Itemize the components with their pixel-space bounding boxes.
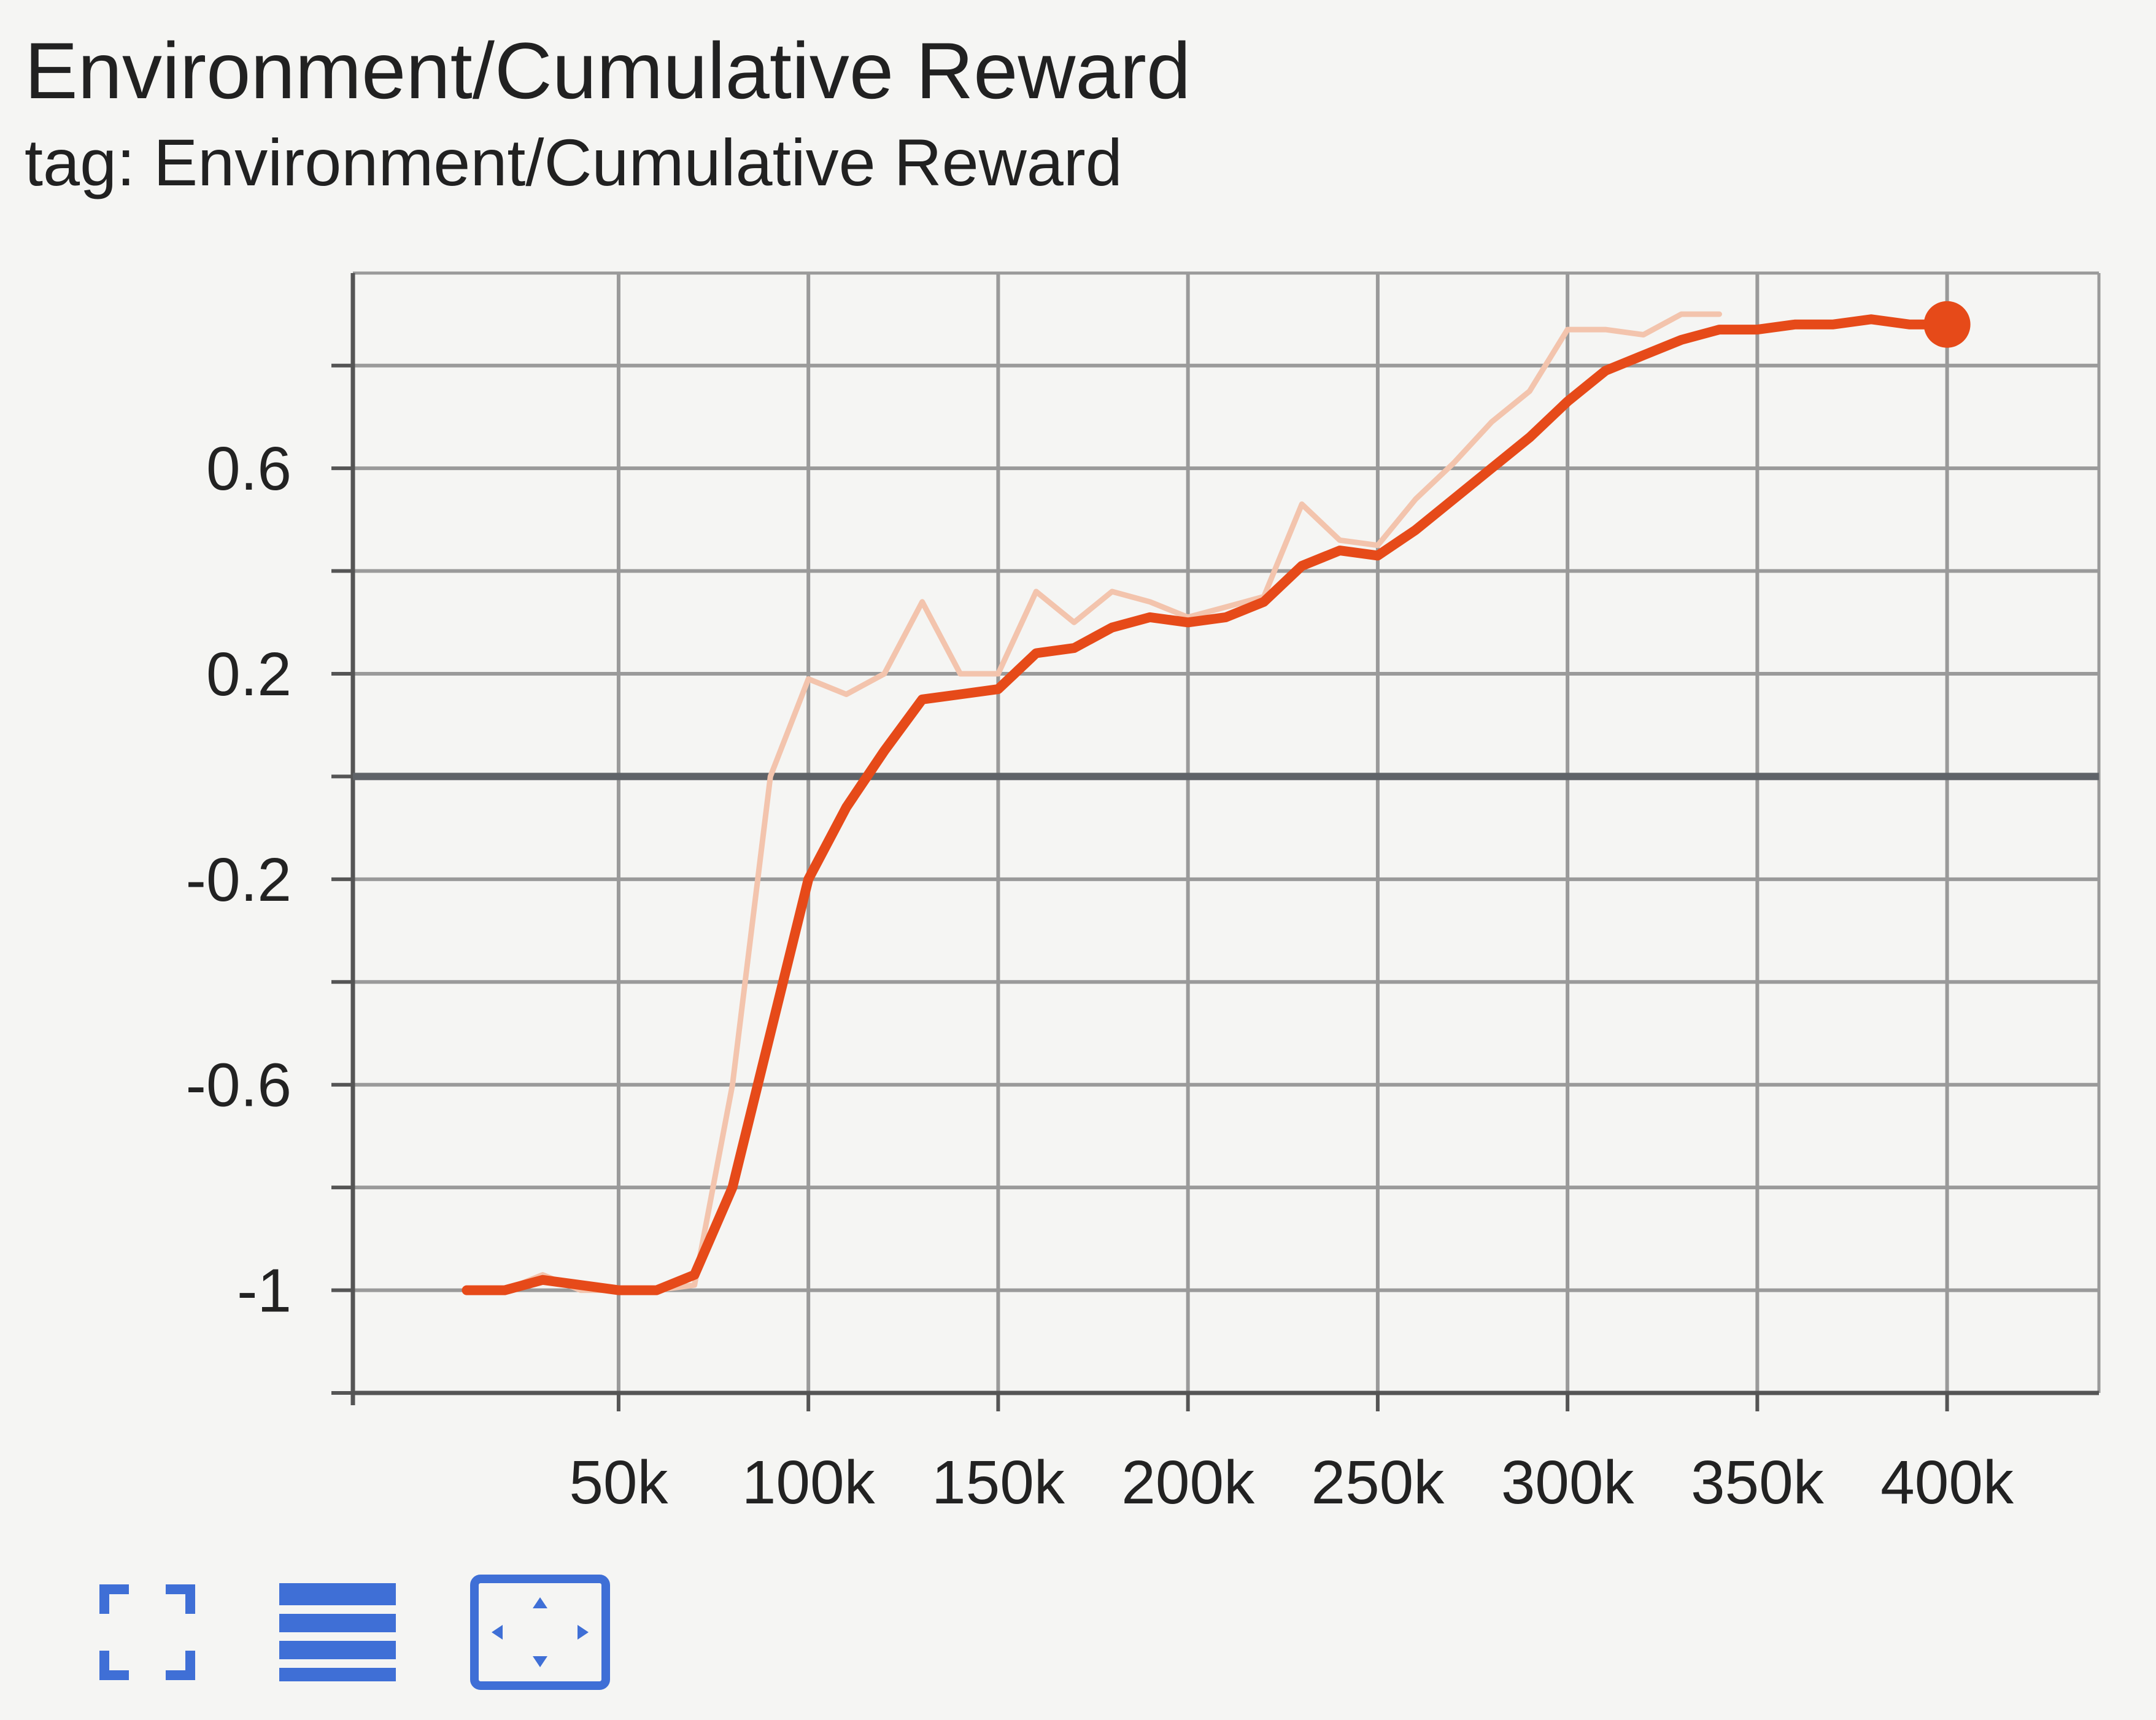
series-end-marker xyxy=(1924,301,1971,348)
y-tick-label: -0.2 xyxy=(186,846,292,914)
grid-layer xyxy=(353,273,2099,1393)
x-tick-label: 250k xyxy=(1311,1448,1445,1517)
fullscreen-icon xyxy=(98,1583,196,1681)
y-tick-label: -1 xyxy=(237,1257,292,1325)
raw-series-line xyxy=(467,314,1720,1290)
fit-domain-icon xyxy=(469,1574,611,1691)
axis-layer xyxy=(331,273,2099,1411)
toggle-data-table-button[interactable] xyxy=(276,1571,399,1694)
tick-labels: 0.6 0.2 -0.2 -0.6 -1 50k 100k 150k 200k 250k 300k 3… xyxy=(186,434,2014,1517)
x-tick-label: 400k xyxy=(1880,1448,2014,1517)
data-table-icon xyxy=(279,1577,396,1687)
smoothed-series-line xyxy=(467,319,1947,1290)
x-tick-label: 200k xyxy=(1121,1448,1255,1517)
line-chart[interactable]: 0.6 0.2 -0.2 -0.6 -1 50k 100k 150k 200k 250k 300k 3… xyxy=(0,0,2156,1720)
x-tick-label: 300k xyxy=(1501,1448,1635,1517)
series-layer xyxy=(467,301,1971,1290)
fit-domain-button[interactable] xyxy=(466,1571,614,1694)
x-tick-label: 100k xyxy=(742,1448,876,1517)
x-tick-label: 350k xyxy=(1691,1448,1825,1517)
y-tick-label: 0.6 xyxy=(206,434,292,503)
y-tick-label: -0.6 xyxy=(186,1051,292,1120)
y-tick-label: 0.2 xyxy=(206,640,292,709)
x-tick-label: 150k xyxy=(932,1448,1065,1517)
fullscreen-button[interactable] xyxy=(86,1571,209,1694)
scalar-chart-card: Environment/Cumulative Reward tag: Envir… xyxy=(0,0,2156,1720)
x-tick-label: 50k xyxy=(569,1448,668,1517)
